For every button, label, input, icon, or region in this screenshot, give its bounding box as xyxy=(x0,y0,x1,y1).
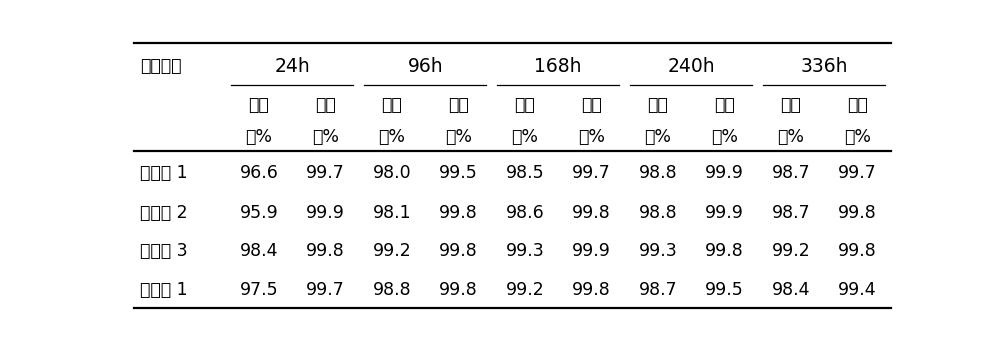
Text: 99.8: 99.8 xyxy=(439,242,478,260)
Text: 转化: 转化 xyxy=(515,96,535,114)
Text: 99.7: 99.7 xyxy=(306,281,345,299)
Text: 选择: 选择 xyxy=(581,96,602,114)
Text: 转化: 转化 xyxy=(249,96,269,114)
Text: 99.7: 99.7 xyxy=(572,164,611,182)
Text: 99.3: 99.3 xyxy=(506,242,544,260)
Text: 99.4: 99.4 xyxy=(838,281,877,299)
Text: 转化: 转化 xyxy=(781,96,801,114)
Text: 98.0: 98.0 xyxy=(373,164,411,182)
Text: 96h: 96h xyxy=(407,57,443,76)
Text: 反应时间: 反应时间 xyxy=(140,57,182,75)
Text: 24h: 24h xyxy=(274,57,310,76)
Text: 98.6: 98.6 xyxy=(506,204,544,222)
Text: 实施例 1: 实施例 1 xyxy=(140,164,188,182)
Text: 96.6: 96.6 xyxy=(240,164,278,182)
Text: 实施例 3: 实施例 3 xyxy=(140,242,188,260)
Text: 性%: 性% xyxy=(578,128,605,146)
Text: 转化: 转化 xyxy=(648,96,668,114)
Text: 率%: 率% xyxy=(511,128,538,146)
Text: 336h: 336h xyxy=(800,57,848,76)
Text: 98.8: 98.8 xyxy=(639,204,677,222)
Text: 98.7: 98.7 xyxy=(772,204,810,222)
Text: 性%: 性% xyxy=(445,128,472,146)
Text: 选择: 选择 xyxy=(448,96,469,114)
Text: 95.9: 95.9 xyxy=(240,204,278,222)
Text: 99.8: 99.8 xyxy=(572,281,611,299)
Text: 98.5: 98.5 xyxy=(506,164,544,182)
Text: 99.7: 99.7 xyxy=(838,164,877,182)
Text: 率%: 率% xyxy=(245,128,272,146)
Text: 率%: 率% xyxy=(644,128,671,146)
Text: 性%: 性% xyxy=(711,128,738,146)
Text: 99.2: 99.2 xyxy=(772,242,810,260)
Text: 对比例 1: 对比例 1 xyxy=(140,281,188,299)
Text: 99.8: 99.8 xyxy=(439,281,478,299)
Text: 性%: 性% xyxy=(312,128,339,146)
Text: 240h: 240h xyxy=(667,57,715,76)
Text: 率%: 率% xyxy=(777,128,804,146)
Text: 99.8: 99.8 xyxy=(838,204,877,222)
Text: 选择: 选择 xyxy=(714,96,735,114)
Text: 98.7: 98.7 xyxy=(772,164,810,182)
Text: 97.5: 97.5 xyxy=(240,281,278,299)
Text: 99.2: 99.2 xyxy=(506,281,544,299)
Text: 99.2: 99.2 xyxy=(373,242,411,260)
Text: 率%: 率% xyxy=(378,128,405,146)
Text: 选择: 选择 xyxy=(315,96,336,114)
Text: 98.7: 98.7 xyxy=(639,281,677,299)
Text: 98.8: 98.8 xyxy=(373,281,411,299)
Text: 性%: 性% xyxy=(844,128,871,146)
Text: 98.8: 98.8 xyxy=(639,164,677,182)
Text: 99.7: 99.7 xyxy=(306,164,345,182)
Text: 99.3: 99.3 xyxy=(639,242,677,260)
Text: 99.8: 99.8 xyxy=(838,242,877,260)
Text: 99.8: 99.8 xyxy=(306,242,345,260)
Text: 99.8: 99.8 xyxy=(572,204,611,222)
Text: 转化: 转化 xyxy=(382,96,402,114)
Text: 168h: 168h xyxy=(534,57,582,76)
Text: 实施例 2: 实施例 2 xyxy=(140,204,188,222)
Text: 99.8: 99.8 xyxy=(439,204,478,222)
Text: 99.5: 99.5 xyxy=(705,281,744,299)
Text: 98.4: 98.4 xyxy=(772,281,810,299)
Text: 选择: 选择 xyxy=(847,96,868,114)
Text: 99.9: 99.9 xyxy=(705,204,744,222)
Text: 99.9: 99.9 xyxy=(306,204,345,222)
Text: 98.4: 98.4 xyxy=(240,242,278,260)
Text: 99.5: 99.5 xyxy=(439,164,478,182)
Text: 99.9: 99.9 xyxy=(572,242,611,260)
Text: 99.9: 99.9 xyxy=(705,164,744,182)
Text: 99.8: 99.8 xyxy=(705,242,744,260)
Text: 98.1: 98.1 xyxy=(373,204,411,222)
